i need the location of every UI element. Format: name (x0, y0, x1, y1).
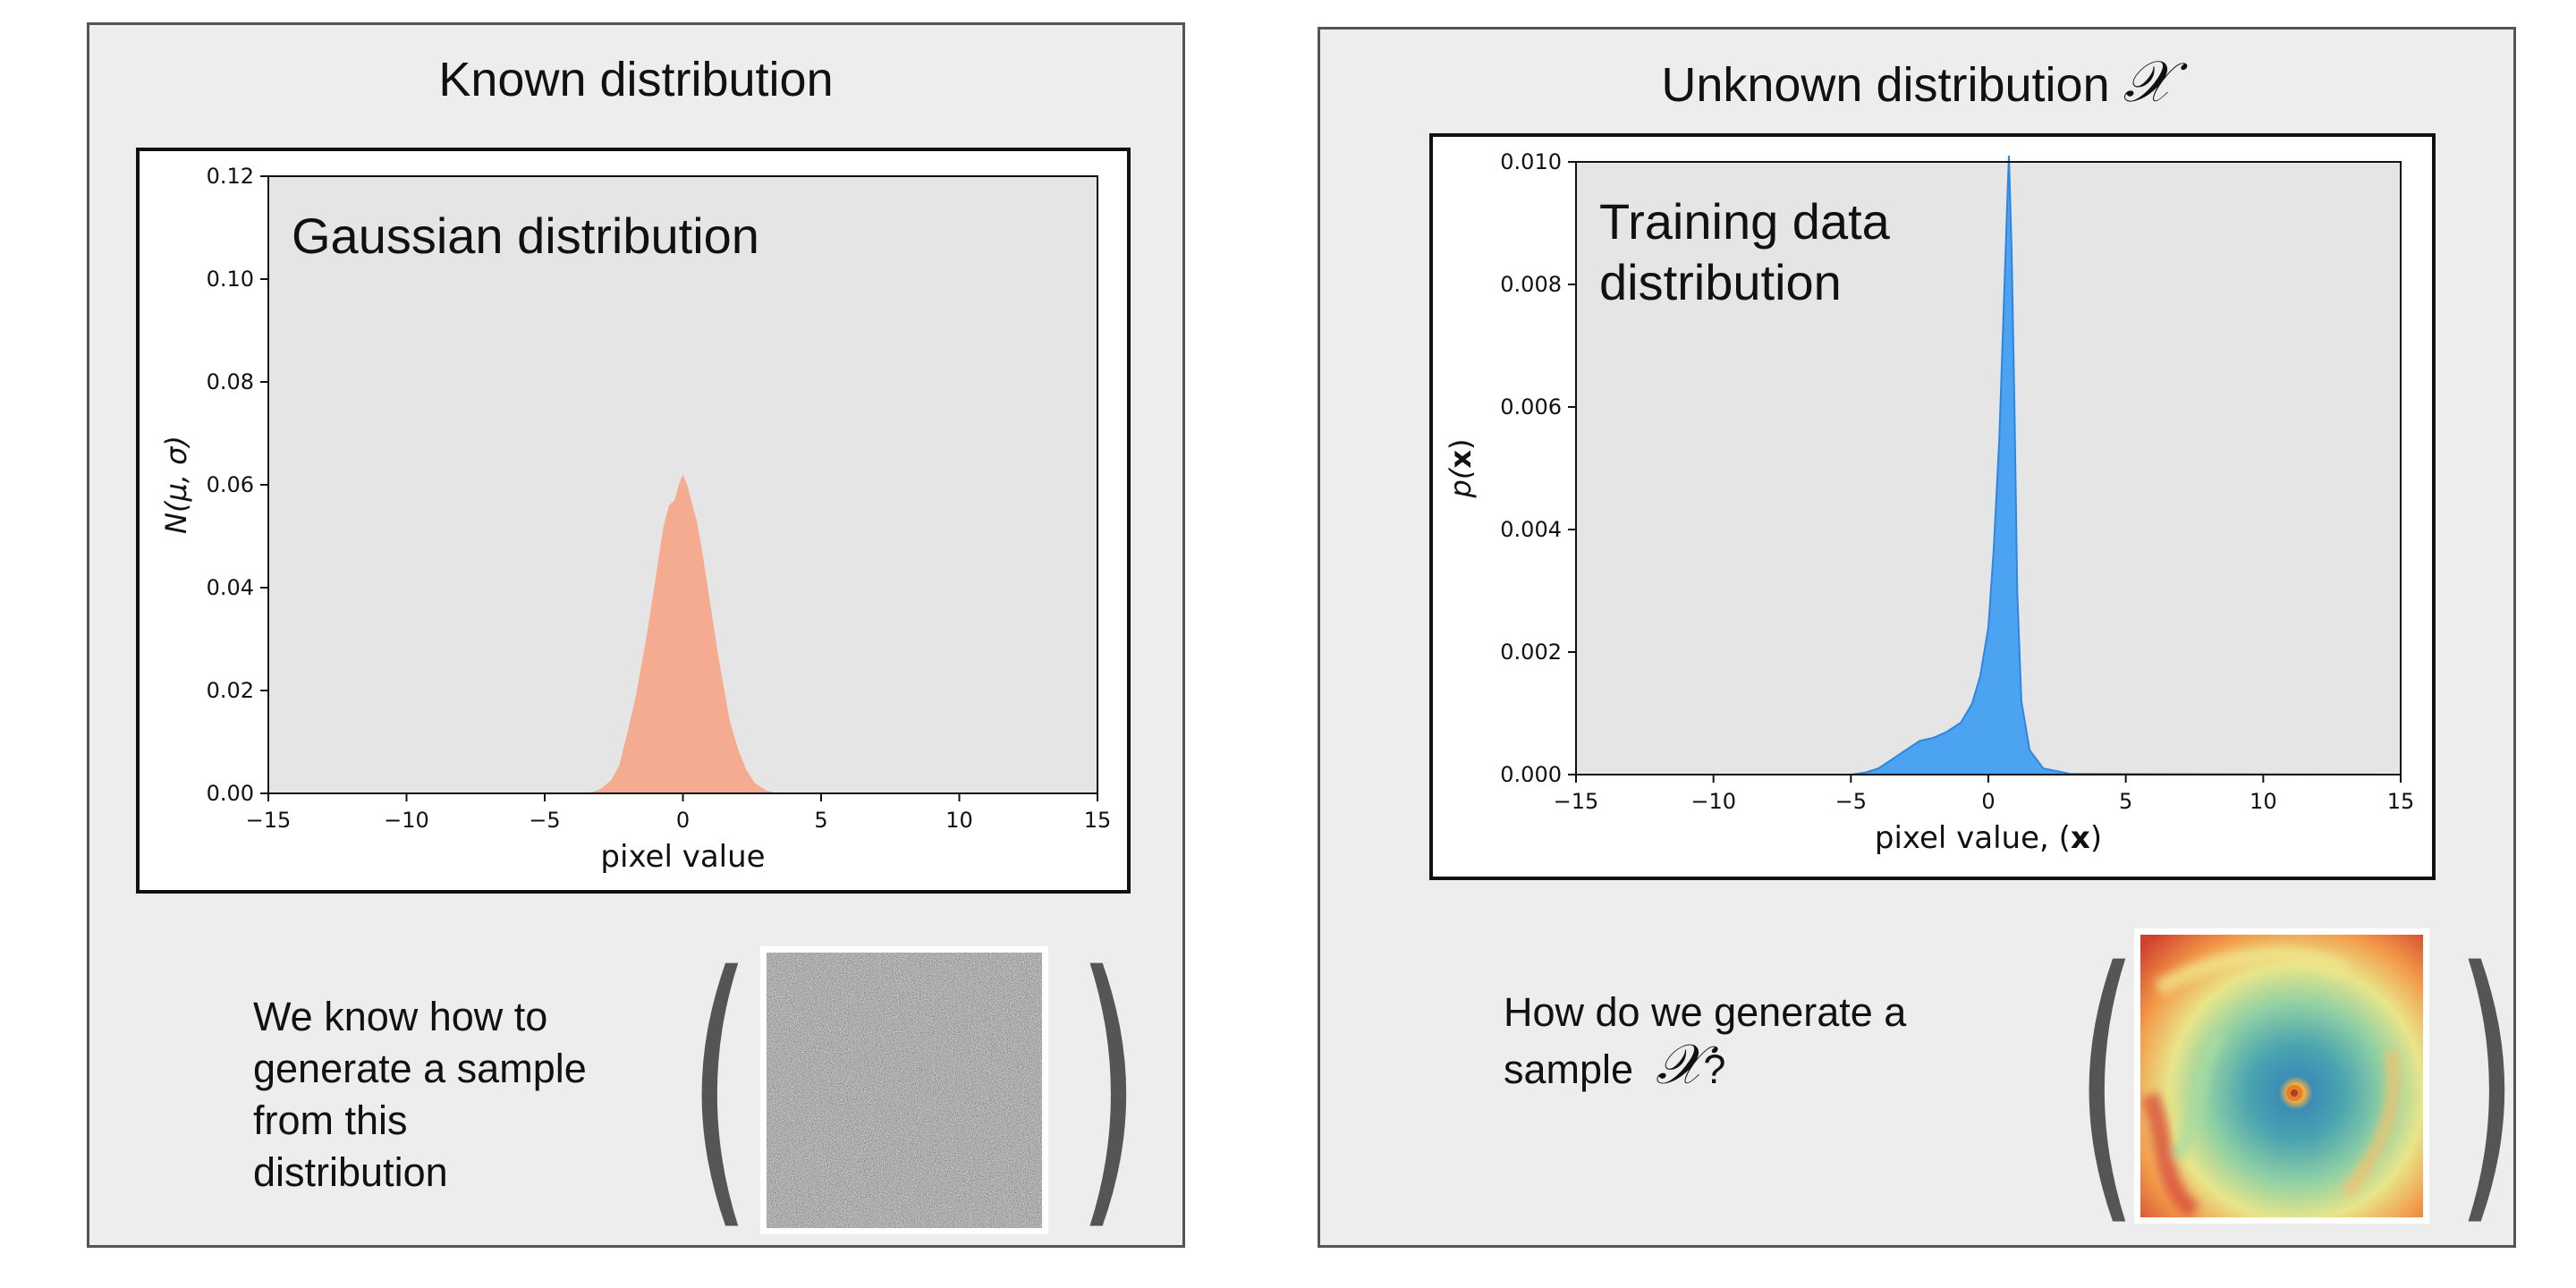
x-tick-label: 5 (2119, 789, 2132, 814)
noise-sample-image (760, 946, 1048, 1234)
x-tick-label: 10 (2250, 789, 2277, 814)
caption-line: generate a sample (253, 1046, 587, 1091)
unknown-distribution-title: Unknown distribution (1661, 58, 2110, 112)
right-paren: ) (1076, 913, 1140, 1257)
x-tick-label: 15 (2387, 789, 2415, 814)
x-tick-label: −15 (246, 808, 292, 833)
dataset-symbol: 𝒳 (2123, 49, 2173, 115)
panel-title: Known distribution (89, 52, 1182, 107)
chart-annotation: Gaussian distribution (292, 208, 759, 264)
known-caption: We know how to generate a sample from th… (253, 991, 587, 1199)
y-tick-label: 0.000 (1500, 762, 1562, 787)
training-chart-figure: −15 −10 −5 0 5 10 15 0.000 0.002 0.004 0.006 0.008 0… (1429, 133, 2436, 880)
x-tick-label: 0 (676, 808, 690, 833)
left-paren: ( (687, 913, 751, 1257)
density-area (1576, 156, 2402, 775)
y-tick-label: 0.08 (207, 369, 254, 394)
y-tick-label: 0.06 (207, 472, 254, 497)
x-tick-label: −10 (384, 808, 429, 833)
chart-annotation: distribution (1599, 254, 1842, 310)
known-distribution-panel: Known distribution −15 −10 −5 0 5 10 15 0.00 0.0… (87, 22, 1185, 1248)
x-axis-label: pixel value, (x) (1875, 820, 2102, 856)
panel-title: Unknown distribution 𝒳 (1320, 49, 2513, 115)
y-axis-label: N(μ, σ) (159, 436, 193, 534)
y-axis-label: p(x) (1444, 439, 1478, 499)
caption-suffix: ? (1703, 1046, 1726, 1092)
chart-annotation: Training data (1599, 193, 1891, 250)
x-tick-label: 0 (1981, 789, 1995, 814)
right-paren: ) (2454, 909, 2519, 1252)
dataset-symbol: 𝒳 (1656, 1031, 1704, 1097)
y-tick-label: 0.02 (207, 678, 254, 703)
unknown-distribution-panel: Unknown distribution 𝒳 −15 −10 −5 0 5 10 15 0.0… (1318, 27, 2519, 1252)
y-tick-label: 0.004 (1500, 517, 1562, 542)
x-tick-label: −15 (1554, 789, 1599, 814)
hurricane-sample-image (2134, 928, 2429, 1224)
training-chart: −15 −10 −5 0 5 10 15 0.000 0.002 0.004 0.006 0.008 0… (1444, 149, 2415, 856)
y-tick-label: 0.002 (1500, 640, 1562, 665)
x-tick-label: −5 (529, 808, 560, 833)
y-tick-label: 0.00 (207, 781, 254, 806)
caption-line: sample 𝒳? (1504, 1037, 1906, 1096)
y-tick-label: 0.10 (207, 267, 254, 292)
y-tick-label: 0.12 (207, 164, 254, 189)
caption-line: distribution (253, 1149, 448, 1195)
x-tick-label: 10 (945, 808, 973, 833)
x-axis-label: pixel value (600, 839, 765, 875)
y-tick-label: 0.006 (1500, 394, 1562, 419)
caption-line: We know how to (253, 994, 548, 1039)
density-area (589, 474, 777, 793)
caption-text: sample (1504, 1046, 1634, 1092)
hurricane-sample (2140, 935, 2423, 1217)
unknown-caption: How do we generate a sample 𝒳? (1504, 987, 1906, 1096)
y-tick-label: 0.04 (207, 575, 254, 600)
caption-line: from this (253, 1097, 408, 1143)
noise-sample (767, 953, 1042, 1228)
x-tick-label: 5 (814, 808, 827, 833)
gaussian-chart: −15 −10 −5 0 5 10 15 0.00 0.02 0.04 0.06 0.08 0.10 0.… (159, 164, 1112, 875)
x-tick-label: −5 (1835, 789, 1867, 814)
y-tick-label: 0.008 (1500, 272, 1562, 297)
x-tick-label: −10 (1690, 789, 1736, 814)
gaussian-chart-figure: −15 −10 −5 0 5 10 15 0.00 0.02 0.04 0.06 0.08 0.10 0.… (136, 148, 1131, 894)
y-tick-label: 0.010 (1500, 149, 1562, 174)
x-tick-label: 15 (1084, 808, 1112, 833)
left-paren: ( (2074, 909, 2139, 1252)
known-distribution-title: Known distribution (438, 53, 834, 106)
caption-line: How do we generate a (1504, 989, 1907, 1035)
